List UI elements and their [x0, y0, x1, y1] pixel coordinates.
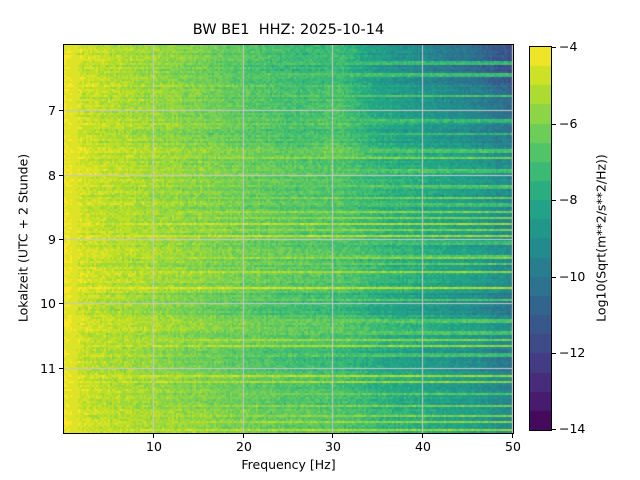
x-axis-tick — [153, 434, 154, 438]
x-axis-tick — [332, 434, 333, 438]
colorbar-tick-label: −10 — [559, 268, 586, 284]
spectrogram-plot-area — [63, 44, 514, 434]
colorbar-tick-label: −12 — [559, 344, 586, 360]
spectrogram-heatmap-canvas — [64, 45, 513, 433]
x-axis-tick — [512, 434, 513, 438]
colorbar-label: Log10(Sqrt(m**2/s**2/Hz)) — [593, 154, 609, 322]
colorbar-canvas — [530, 47, 551, 430]
y-axis-tick — [59, 368, 63, 369]
colorbar — [529, 46, 552, 431]
y-axis-tick — [59, 239, 63, 240]
y-tick-label: 11 — [40, 360, 56, 376]
x-tick-label: 50 — [505, 439, 521, 454]
x-tick-label: 30 — [325, 439, 341, 454]
x-axis-tick — [422, 434, 423, 438]
y-tick-label: 7 — [48, 102, 56, 118]
colorbar-tick — [552, 47, 556, 48]
x-tick-label: 10 — [146, 439, 162, 454]
y-tick-label: 9 — [48, 231, 56, 247]
y-axis-tick — [59, 303, 63, 304]
colorbar-tick — [552, 429, 556, 430]
x-axis-label: Frequency [Hz] — [241, 457, 336, 472]
colorbar-tick-label: −8 — [559, 191, 578, 207]
x-tick-label: 20 — [236, 439, 252, 454]
x-axis-tick — [243, 434, 244, 438]
colorbar-tick — [552, 200, 556, 201]
y-tick-label: 8 — [48, 167, 56, 183]
colorbar-tick — [552, 277, 556, 278]
colorbar-tick-label: −14 — [559, 420, 586, 436]
y-tick-label: 10 — [40, 295, 56, 311]
colorbar-tick-label: −6 — [559, 115, 578, 131]
colorbar-tick — [552, 353, 556, 354]
x-tick-label: 40 — [415, 439, 431, 454]
colorbar-tick — [552, 124, 556, 125]
y-axis-tick — [59, 110, 63, 111]
y-axis-label: Lokalzeit (UTC + 2 Stunde) — [15, 153, 31, 323]
colorbar-tick-label: −4 — [559, 38, 578, 54]
chart-title: BW BE1 HHZ: 2025-10-14 — [192, 22, 385, 38]
y-axis-tick — [59, 175, 63, 176]
